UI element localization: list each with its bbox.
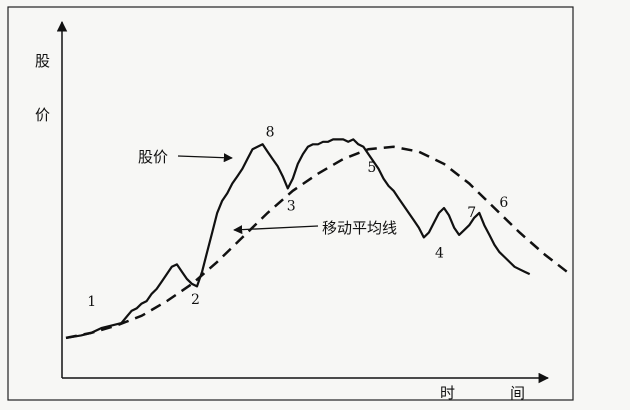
turning-point-labels: 1 2 3 4 5 6 7 8: [87, 124, 508, 310]
stock-price-line: [65, 138, 531, 339]
y-axis-label-char-2: 价: [35, 106, 50, 124]
x-axis-label-char-2: 间: [510, 384, 525, 402]
turning-point-label: 4: [435, 245, 444, 261]
y-axis-label-char-1: 股: [35, 52, 50, 70]
moving-average-callout-arrow: [233, 225, 319, 235]
turning-point-label: 2: [191, 292, 200, 308]
turning-point-label: 7: [467, 205, 476, 221]
chart-frame: [7, 6, 574, 401]
price-callout-label: 股价: [138, 148, 168, 166]
turning-point-label: 1: [87, 294, 96, 310]
turning-point-label: 8: [266, 124, 275, 140]
moving-average-line: [65, 145, 571, 340]
moving-average-callout-label: 移动平均线: [322, 219, 397, 237]
turning-point-label: 6: [499, 195, 508, 211]
x-axis-label-char-1: 时: [440, 384, 455, 402]
turning-point-label: 3: [287, 198, 296, 214]
price-callout-arrow: [177, 153, 233, 163]
turning-point-label: 5: [367, 160, 376, 176]
